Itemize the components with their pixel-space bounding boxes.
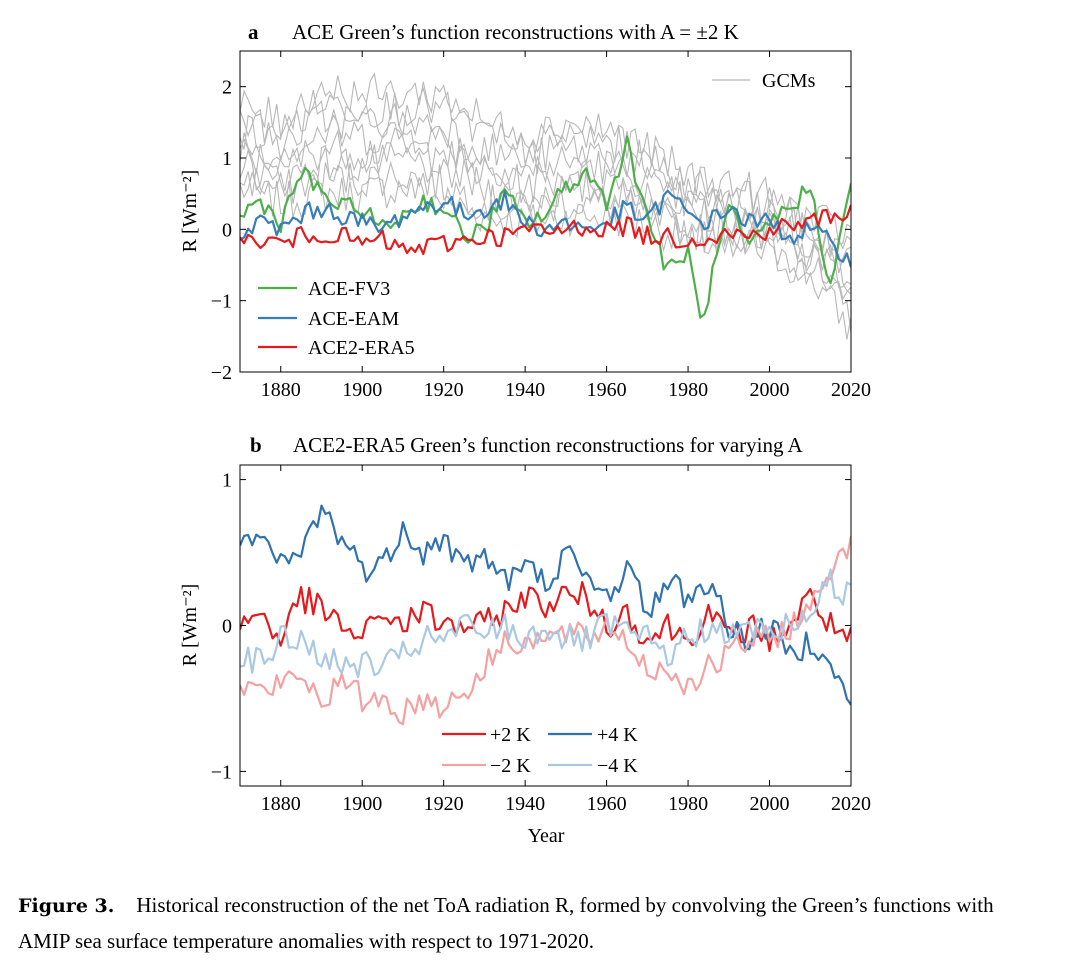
panel-a-y-ticks: −2 −1 0 1 2 xyxy=(211,77,851,384)
panel-a-plot xyxy=(240,72,851,340)
panel-a-letter: a xyxy=(248,20,259,44)
series-line-m4 xyxy=(240,568,851,679)
x-tick-label: 2000 xyxy=(750,379,790,401)
x-tick-label: 1900 xyxy=(342,379,382,401)
gcm-line xyxy=(240,170,851,340)
gcm-line xyxy=(240,72,851,246)
y-tick-label: 1 xyxy=(222,470,232,492)
x-tick-label: 1920 xyxy=(424,793,464,815)
caption-label: Figure 3. xyxy=(18,895,115,917)
x-tick-label: 1940 xyxy=(505,379,545,401)
panel-b-x-label: Year xyxy=(528,825,565,847)
series-line-fv3 xyxy=(240,135,851,319)
y-tick-label: 0 xyxy=(222,616,232,638)
series-line-p2 xyxy=(240,580,851,653)
x-tick-label: 1980 xyxy=(668,379,708,401)
panel-a-title: ACE Green’s function reconstructions wit… xyxy=(292,20,739,44)
gcm-line xyxy=(240,160,851,333)
legend-plus2-label: +2 K xyxy=(490,724,531,746)
panel-b-title: ACE2-ERA5 Green’s function reconstructio… xyxy=(293,433,804,457)
series-line-p4 xyxy=(240,504,851,706)
series-line-era5 xyxy=(240,204,851,256)
x-tick-label: 2020 xyxy=(831,793,871,815)
figure-caption: Figure 3. Historical reconstruction of th… xyxy=(18,888,1048,959)
panel-b-legend: +2 K +4 K −2 K −4 K xyxy=(442,724,638,777)
x-tick-label: 1940 xyxy=(505,793,545,815)
x-tick-label: 1920 xyxy=(424,379,464,401)
panel-a-legend-gcm: GCMs xyxy=(712,70,816,92)
y-tick-label: −1 xyxy=(211,761,232,783)
panel-b: b ACE2-ERA5 Green’s function reconstruct… xyxy=(179,433,871,847)
panel-b-y-ticks: −1 0 1 xyxy=(211,470,851,783)
legend-minus4-label: −4 K xyxy=(597,755,638,777)
x-tick-label: 1960 xyxy=(587,793,627,815)
x-tick-label: 1880 xyxy=(261,379,301,401)
panel-a-y-label: R [Wm⁻²] xyxy=(179,170,201,253)
gcm-line xyxy=(240,99,851,274)
legend-minus2-label: −2 K xyxy=(490,755,531,777)
legend-fv3-label: ACE-FV3 xyxy=(308,278,390,300)
x-tick-label: 2000 xyxy=(750,793,790,815)
x-tick-label: 2020 xyxy=(831,379,871,401)
x-tick-label: 1960 xyxy=(587,379,627,401)
y-tick-label: 2 xyxy=(222,77,232,99)
y-tick-label: 0 xyxy=(222,219,232,241)
y-tick-label: 1 xyxy=(222,148,232,170)
legend-plus4-label: +4 K xyxy=(597,724,638,746)
x-tick-label: 1980 xyxy=(668,793,708,815)
panel-a-legend-models: ACE-FV3 ACE-EAM ACE2-ERA5 xyxy=(258,278,415,359)
panel-b-x-ticks: 1880 1900 1920 1940 1960 1980 2000 2020 xyxy=(261,465,871,815)
panel-b-plot xyxy=(240,504,851,726)
panel-a: a ACE Green’s function reconstructions w… xyxy=(179,20,871,401)
panel-b-letter: b xyxy=(250,433,262,457)
panel-a-frame xyxy=(239,50,852,373)
x-tick-label: 1900 xyxy=(342,793,382,815)
figure-canvas: a ACE Green’s function reconstructions w… xyxy=(179,20,871,847)
legend-eam-label: ACE-EAM xyxy=(308,308,399,330)
x-tick-label: 1880 xyxy=(261,793,301,815)
series-line-eam xyxy=(240,189,851,268)
legend-gcm-label: GCMs xyxy=(762,70,816,92)
gcm-line xyxy=(240,86,851,257)
legend-era5-label: ACE2-ERA5 xyxy=(308,337,415,359)
y-tick-label: −1 xyxy=(211,291,232,313)
caption-text: Historical reconstruction of the net ToA… xyxy=(18,893,994,953)
gcm-line xyxy=(240,142,851,301)
panel-a-x-ticks: 1880 1900 1920 1940 1960 1980 2000 2020 xyxy=(261,51,871,401)
y-tick-label: −2 xyxy=(211,362,232,384)
panel-b-y-label: R [Wm⁻²] xyxy=(179,584,201,667)
